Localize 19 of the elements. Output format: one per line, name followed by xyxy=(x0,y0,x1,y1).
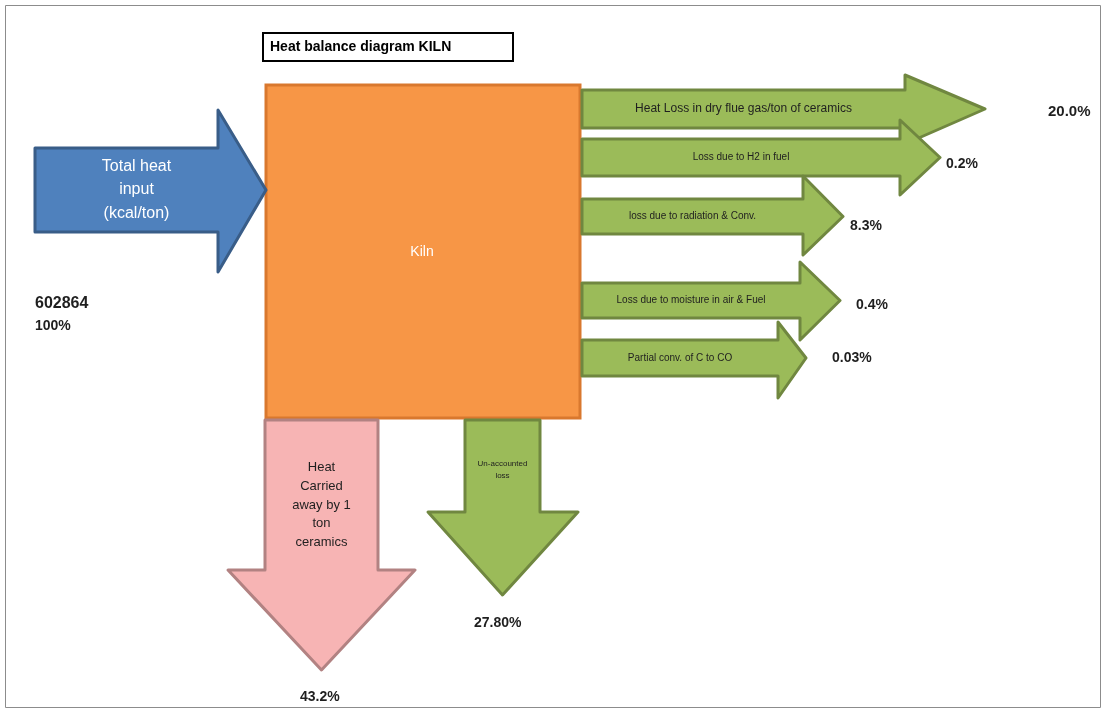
category-label: Un-accounted loss xyxy=(477,459,528,480)
text: Kiln xyxy=(410,242,434,259)
category-label: loss due to radiation & Conv. xyxy=(628,210,757,222)
category-label: Loss due to moisture in air & Fuel xyxy=(616,294,766,306)
data-label: 43.2% xyxy=(300,687,341,704)
data-label: 0.03% xyxy=(832,348,873,365)
text: Heat balance diagram KILN xyxy=(270,37,452,54)
data-label: 8.3% xyxy=(850,216,883,233)
data-label: 27.80% xyxy=(474,613,523,630)
data-label: 100% xyxy=(35,316,72,333)
category-label: Loss due to H2 in fuel xyxy=(692,151,790,163)
data-label: 0.2% xyxy=(946,154,979,171)
data-label: 20.0% xyxy=(1048,102,1091,120)
text: 602864 xyxy=(35,294,89,312)
category-label: Heat Loss in dry flue gas/ton of ceramics xyxy=(635,101,852,116)
category-label: Partial conv. of C to CO xyxy=(627,351,733,363)
data-label: 0.4% xyxy=(856,295,889,312)
category-label: Heat Carried away by 1 ton ceramics xyxy=(292,458,351,550)
category-label: Total heat input (kcal/ton) xyxy=(101,157,172,221)
